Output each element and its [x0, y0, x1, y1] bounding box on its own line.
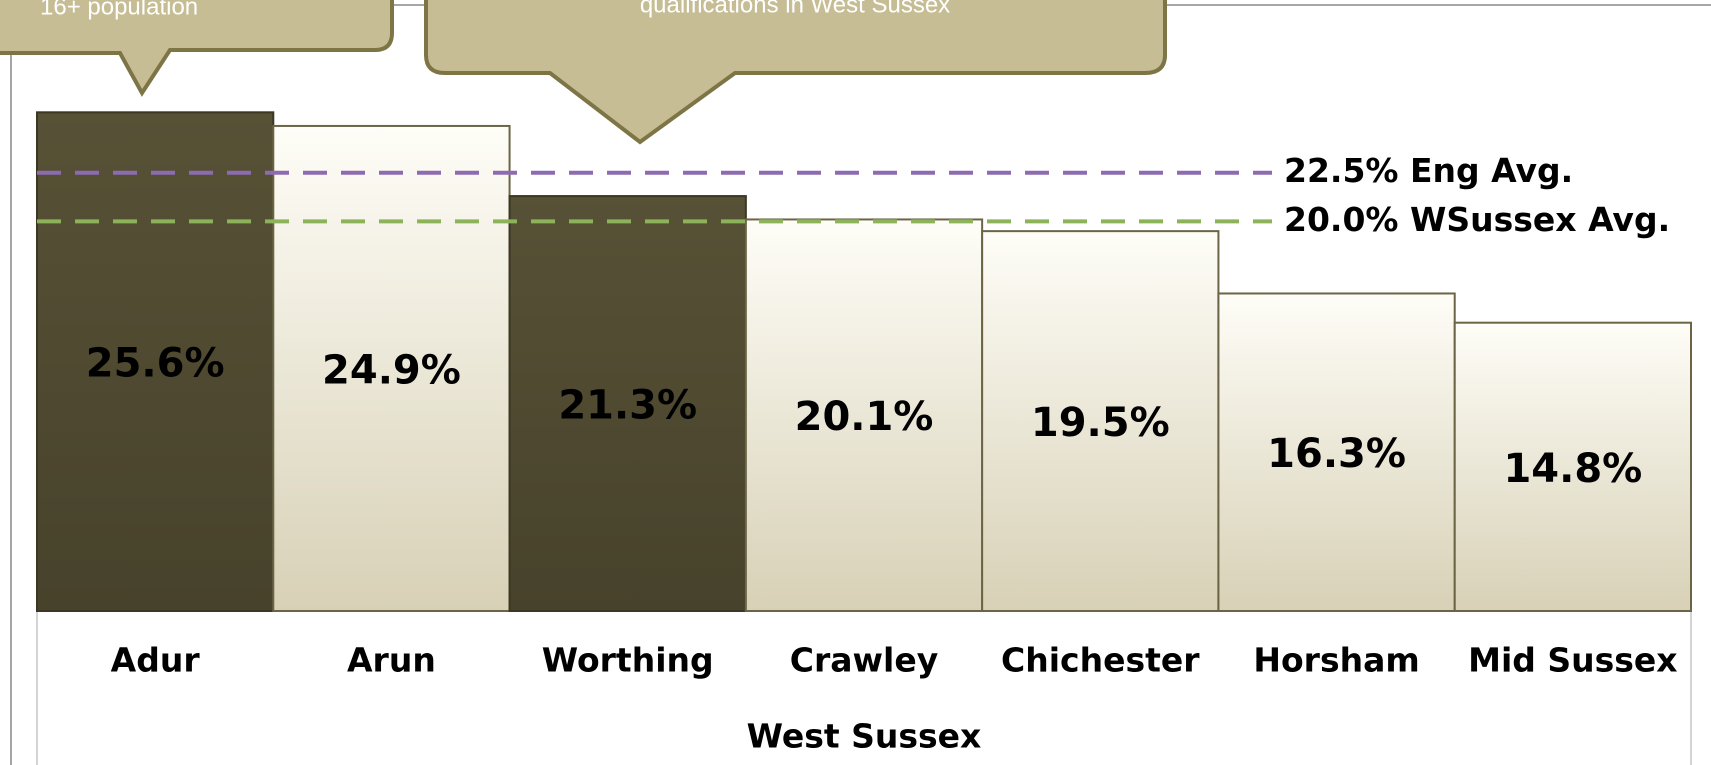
value-label: 14.8%	[1503, 446, 1642, 492]
reference-label: 22.5% Eng Avg.	[1284, 151, 1573, 190]
bar	[272, 124, 511, 612]
value-label: 21.3%	[558, 383, 697, 429]
x-tick-label: Chichester	[1001, 641, 1200, 680]
value-label: 25.6%	[86, 341, 225, 387]
value-label: 16.3%	[1267, 431, 1406, 477]
x-tick-label: Worthing	[542, 641, 714, 680]
callout-box	[0, 0, 394, 97]
value-label: 19.5%	[1031, 400, 1170, 446]
bar	[981, 230, 1220, 612]
bar	[36, 111, 275, 612]
value-label: 20.1%	[795, 394, 934, 440]
x-axis-title: West Sussex	[747, 717, 982, 756]
x-tick-label: Crawley	[790, 641, 938, 680]
callout-text: qualifications in West Sussex	[640, 0, 950, 18]
bar	[1217, 292, 1456, 612]
x-tick-label: Horsham	[1253, 641, 1419, 680]
bar	[508, 195, 747, 613]
reference-label: 20.0% WSussex Avg.	[1284, 200, 1670, 239]
callout-text: 16+ population	[40, 0, 198, 20]
x-tick-label: Mid Sussex	[1468, 641, 1677, 680]
callout-box	[424, 0, 1167, 145]
value-label: 24.9%	[322, 347, 461, 393]
x-tick-label: Adur	[111, 641, 201, 680]
bar	[1453, 321, 1692, 612]
bar	[744, 218, 984, 612]
x-tick-label: Arun	[347, 641, 436, 680]
